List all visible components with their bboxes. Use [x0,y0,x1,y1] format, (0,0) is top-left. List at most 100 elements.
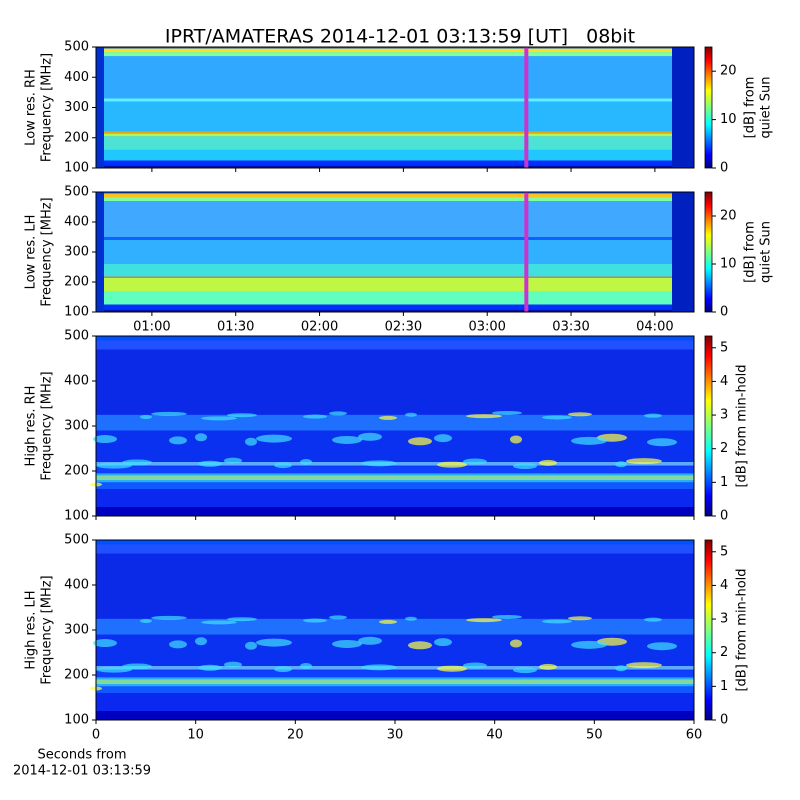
y-tick-label: 500 [64,329,89,344]
spectrogram-blob [571,436,607,445]
spectrogram-blob [227,617,257,622]
spectrogram-blob [332,435,362,444]
x-tick-label: 04:00 [636,320,673,335]
spectrogram-band [96,149,694,161]
spectrogram-blob [201,620,237,625]
colorbar-tick-label: 4 [720,578,728,593]
spectrogram-blob [93,435,117,444]
spectrogram-blob [463,662,487,669]
y-tick-label: 300 [64,100,89,115]
colorbar-tick-label: 1 [720,679,728,694]
spectrogram-blob [245,641,257,650]
colorbar-tick-label: 3 [720,408,728,423]
x-tick-label: 03:00 [468,320,505,335]
spectrogram-band [96,47,104,168]
colorbar [704,335,713,517]
spectrogram-blob [626,458,662,465]
colorbar-tick-label: 1 [720,475,728,490]
spectrogram-blob [539,663,557,670]
y-tick-label: 200 [64,464,89,479]
x-tick-label: 03:30 [552,320,589,335]
spectrogram-blob [361,460,397,467]
spectrogram-blob [151,411,187,416]
spectrogram-blob [358,432,382,441]
colorbar-tick-label: 2 [720,441,728,456]
spectrogram-band [96,693,694,711]
spectrogram-blob [122,663,152,670]
spectrogram-band [96,192,694,194]
spectrogram-blob [274,462,292,469]
spectrogram-blob [93,639,117,648]
colorbar-tick-label: 3 [720,612,728,627]
colorbar-label: quiet Sun [759,221,774,283]
y-tick-label: 200 [64,130,89,145]
spectrogram-band [96,132,694,134]
spectrogram-blob [492,410,522,415]
colorbar [704,539,713,721]
spectrogram-band [96,197,694,201]
spectrogram-blob [274,666,292,673]
y-tick-label: 200 [64,668,89,683]
spectrogram-band [96,131,694,137]
spectrogram-blob [151,615,187,620]
spectrogram-band [96,309,694,312]
spectrogram-blob [224,661,242,668]
spectrogram-blob [358,636,382,645]
y-tick-label: 400 [64,374,89,389]
spectrogram-band [96,52,694,57]
spectrogram-band [96,237,694,240]
colorbar-tick-label: 4 [720,374,728,389]
spectrogram-blob [513,463,537,470]
spectrogram-band [96,165,694,168]
spectrogram-band [96,349,694,415]
spectrogram-blob [647,642,677,651]
spectrogram-blob [195,637,207,646]
y-axis-label: Frequency [MHz] [40,197,55,306]
spectrogram-blob [329,411,347,416]
y-tick-label: 400 [64,578,89,593]
colorbar-tick-label: 5 [720,544,728,559]
spectrogram-band [96,276,694,278]
x-tick-label: 40 [486,728,503,743]
colorbar-tick-label: 20 [720,64,737,79]
y-axis-label: Frequency [MHz] [40,53,55,162]
spectrogram-blob [379,619,397,624]
spectrogram-blob [405,616,417,621]
spectrogram-blob [201,416,237,421]
spectrogram-band [96,101,694,132]
colorbar-tick-label: 0 [720,305,728,320]
spectrogram-band [96,466,694,474]
spectrogram-band [96,553,694,619]
colorbar-tick-label: 5 [720,340,728,355]
time-marker [524,192,529,312]
x-tick-label: 60 [686,728,703,743]
spectrogram-blob [329,615,347,620]
spectrogram-band [96,482,694,489]
spectrogram-band [96,489,694,507]
spectrogram-band [96,414,694,431]
spectrogram-blob [227,413,257,418]
spectrogram-blob [626,662,662,669]
spectrogram-blob [303,618,327,623]
colorbar [704,46,713,169]
spectrogram-blob [122,459,152,466]
spectrogram-blob [408,437,432,446]
y-axis-label: Frequency [MHz] [40,575,55,684]
spectrogram-band [96,340,694,350]
spectrogram-blob [140,619,152,623]
y-tick-label: 300 [64,419,89,434]
spectrogram-blob [615,665,627,672]
spectrogram-band [96,544,694,554]
spectrogram-band [96,540,694,545]
spectrogram-blob [245,437,257,446]
spectrogram-blob [379,415,397,420]
spectrogram-blob [300,459,312,465]
y-tick-label: 300 [64,623,89,638]
y-axis-label: Low res. RH [24,69,39,146]
spectrogram-blob [256,638,292,647]
spectrogram-band [96,201,694,237]
spectrogram-blob [224,457,242,464]
spectrogram-blob [437,461,467,468]
spectrogram-band [672,192,694,312]
time-marker [524,47,529,168]
